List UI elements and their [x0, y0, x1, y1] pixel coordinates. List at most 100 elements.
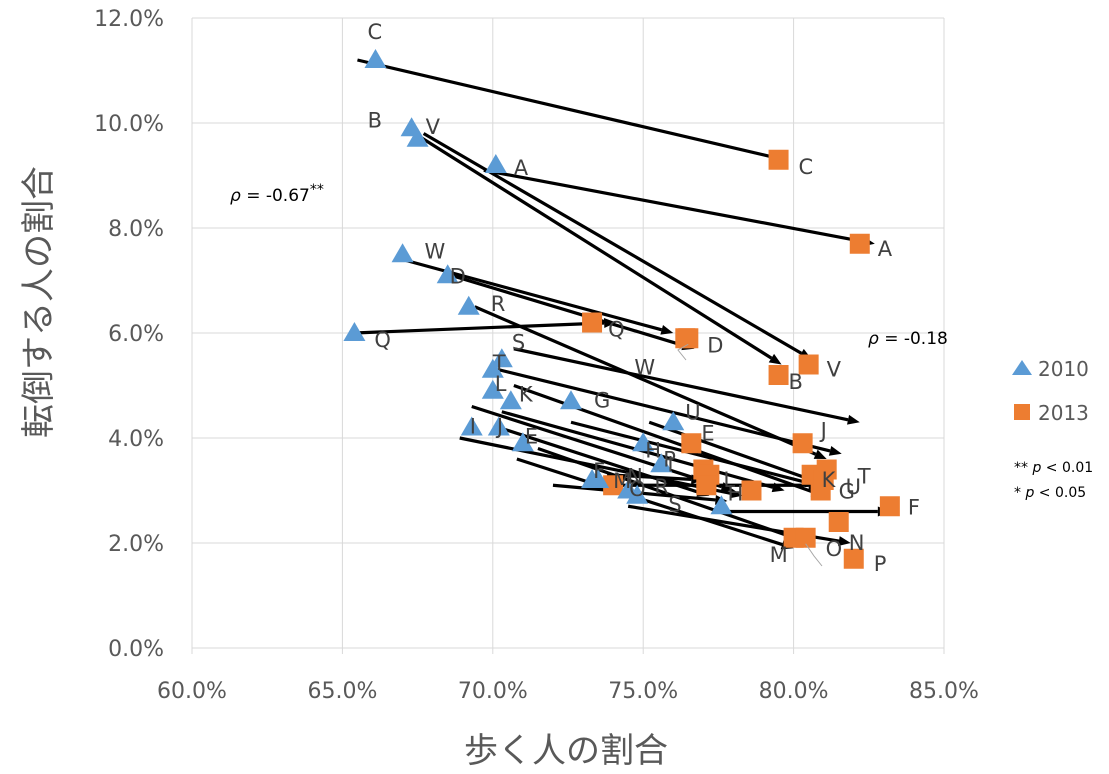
arrow-shaft	[474, 305, 817, 456]
sig-note-2: * p < 0.05	[1014, 485, 1086, 501]
point-2010-unlabeled	[710, 495, 733, 515]
point-label-2010-G: G	[594, 388, 610, 412]
point-label-2013-U: U	[846, 475, 861, 499]
arrow-shaft	[516, 457, 783, 547]
point-2010-A	[484, 154, 507, 173]
arrow-R	[474, 305, 827, 459]
point-label-2010-M: M	[613, 469, 631, 493]
point-2010-I	[460, 416, 483, 436]
point-2010-T	[481, 358, 504, 378]
point-label-2010-D: D	[450, 264, 466, 288]
x-tick-label: 80.0%	[759, 679, 829, 704]
point-2010-U	[662, 411, 685, 431]
point-2013-O	[795, 527, 816, 548]
point-2013-C	[768, 149, 789, 170]
point-2010-S	[490, 348, 513, 368]
arrow-shaft	[483, 168, 864, 244]
point-label-2013-P: P	[874, 552, 887, 576]
point-2013-S	[696, 475, 717, 496]
arrow-head	[838, 536, 851, 546]
y-tick-label: 2.0%	[108, 532, 164, 557]
rho-2013-annotation: ρ = -0.18	[868, 329, 948, 349]
point-2010-V	[406, 127, 429, 147]
x-tick-label: 65.0%	[307, 679, 377, 704]
arrow-T	[498, 368, 842, 456]
arrow-I	[471, 404, 734, 492]
y-tick-label: 4.0%	[108, 427, 164, 452]
point-2013-E	[681, 433, 702, 454]
legend-item-2013: 2013	[1014, 401, 1089, 425]
arrow-shaft	[537, 446, 798, 541]
point-label-2010-K: K	[519, 382, 534, 406]
point-2010-M	[581, 469, 604, 488]
point-2010-R	[457, 295, 480, 315]
point-label-2010-W: W	[425, 239, 446, 263]
point-label-2010-Q: Q	[374, 328, 391, 352]
point-label-2013-Q: Q	[608, 318, 625, 342]
point-2010-E	[511, 432, 534, 452]
arrow-Q	[354, 317, 617, 335]
point-label-2010-P: P	[663, 447, 676, 471]
legend: 2010 2013	[1012, 357, 1089, 425]
arrow-shaft	[471, 404, 723, 489]
point-label-2013-W: W	[634, 355, 655, 379]
point-label-2010-J: J	[495, 415, 503, 439]
arrow-head	[729, 488, 743, 499]
point-label-2013-K: K	[822, 468, 837, 492]
point-2013-V	[798, 354, 819, 375]
point-label-2010-L: L	[495, 372, 507, 396]
point-2013-J	[792, 433, 813, 454]
point-label-2010-T: T	[492, 351, 506, 375]
arrow-shaft	[450, 273, 684, 347]
point-2013-W	[678, 328, 699, 349]
point-label-2013-A: A	[878, 237, 893, 261]
point-label-2010-F: F	[593, 459, 605, 483]
point-label-2010-N: N	[627, 465, 643, 489]
point-label-2010-E: E	[525, 424, 538, 448]
arrow-head	[846, 414, 860, 425]
y-tick-label: 0.0%	[108, 637, 164, 662]
y-tick-label: 6.0%	[108, 322, 164, 347]
point-label-2010-O: O	[629, 477, 646, 501]
x-tick-label: 70.0%	[458, 679, 528, 704]
y-tick-label: 8.0%	[108, 217, 164, 242]
arrow-head	[813, 449, 827, 459]
point-2010-J	[487, 416, 510, 436]
point-label-2010-A: A	[514, 156, 529, 180]
point-2013-P	[843, 548, 864, 569]
point-label-2013-D: D	[707, 333, 723, 357]
legend-item-2010: 2010	[1012, 357, 1089, 381]
point-label-2013-S: S	[668, 492, 681, 516]
point-label-2013-H: H	[727, 482, 743, 506]
arrow-shaft	[498, 368, 831, 453]
point-label-2013-R: R	[654, 475, 669, 499]
point-label-2010-B: B	[368, 108, 382, 132]
rho-2010-annotation: ρ = -0.67**	[230, 182, 324, 206]
arrow-shaft	[498, 425, 699, 494]
y-tick-label: 10.0%	[94, 112, 164, 137]
point-label-2013-T: T	[857, 465, 871, 489]
point-2013-H	[741, 480, 762, 501]
point-2013-B	[768, 365, 789, 385]
x-tick-label: 85.0%	[909, 679, 979, 704]
arrow-shaft	[413, 132, 773, 360]
point-label-2010-C: C	[367, 20, 382, 44]
point-label-2013-I: I	[667, 453, 673, 477]
arrow-shaft	[357, 58, 774, 159]
point-label-2013-C: C	[799, 155, 814, 179]
point-2010-C	[364, 49, 387, 68]
point-label-2010-R: R	[491, 292, 506, 316]
point-label-2013-M: M	[770, 543, 788, 567]
arrow-M	[516, 457, 794, 550]
y-axis-title: 転倒する人の割合	[19, 166, 59, 438]
point-2010-D	[436, 264, 459, 284]
point-label-2013-L: L	[723, 468, 735, 492]
point-2010-L	[481, 379, 504, 399]
point-2010-G	[560, 390, 583, 410]
arrow-head	[828, 446, 842, 456]
point-label-2013-V: V	[827, 358, 842, 382]
point-2013-unlabeled	[603, 475, 624, 496]
point-2010-O	[626, 484, 649, 504]
